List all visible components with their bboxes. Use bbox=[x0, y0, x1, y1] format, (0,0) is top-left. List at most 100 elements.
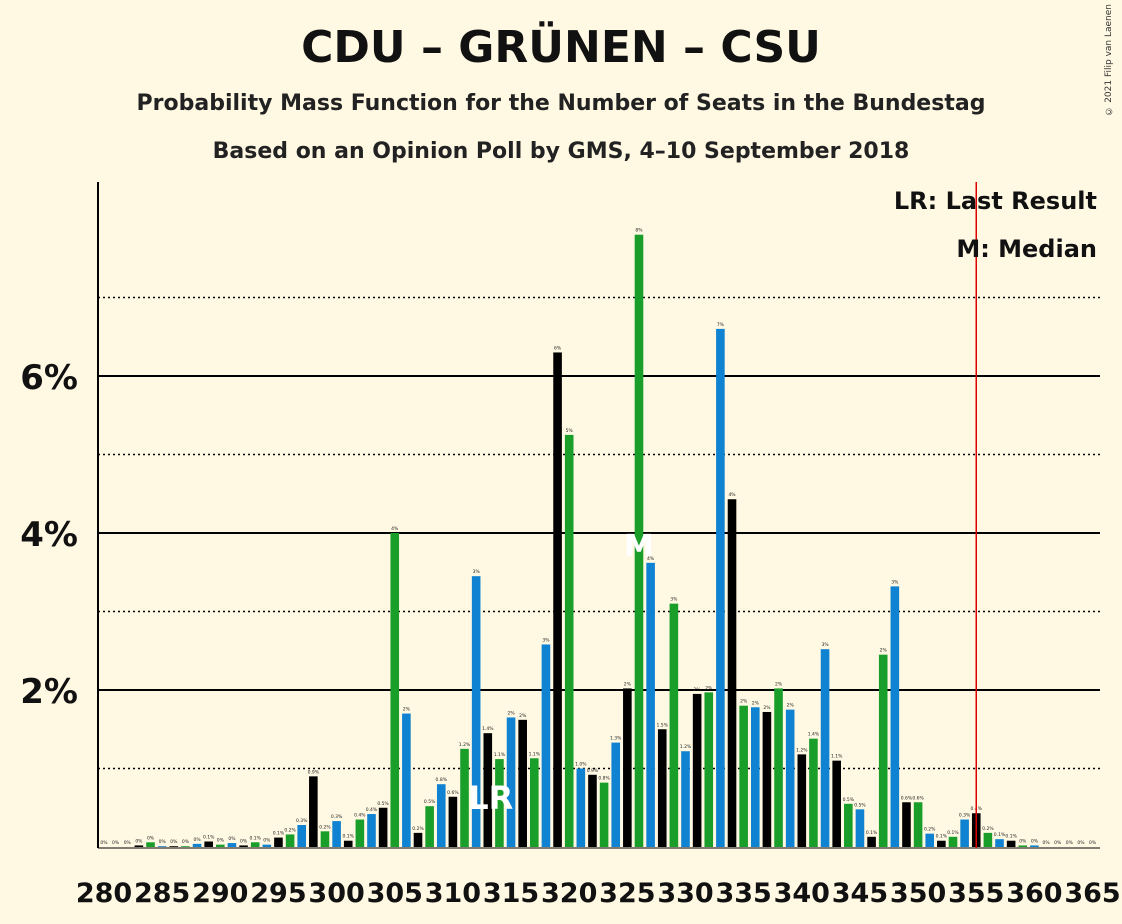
bar-label: 0.9% bbox=[587, 768, 599, 774]
bar-label: 1.0% bbox=[575, 762, 587, 768]
bar-label: 0.1% bbox=[866, 830, 878, 836]
bar bbox=[262, 844, 272, 847]
bar bbox=[890, 586, 900, 847]
bar-label: 1.5% bbox=[657, 722, 669, 728]
bar-label: 1.3% bbox=[610, 736, 622, 742]
bar bbox=[646, 562, 655, 847]
bar-label: 0% bbox=[240, 838, 248, 844]
bar-label: 0% bbox=[263, 838, 271, 844]
bar bbox=[995, 839, 1004, 847]
bar bbox=[1030, 845, 1039, 847]
bar bbox=[402, 713, 411, 847]
bar-label: 2% bbox=[775, 681, 783, 687]
bar-label: 2% bbox=[403, 707, 411, 713]
bar bbox=[530, 758, 539, 847]
bar bbox=[448, 796, 458, 847]
bar bbox=[657, 729, 667, 847]
bar bbox=[285, 834, 295, 847]
bar bbox=[588, 774, 597, 847]
bar-label: 0.8% bbox=[436, 777, 448, 783]
bar bbox=[902, 802, 911, 847]
bar bbox=[553, 352, 562, 847]
y-tick-label: 4% bbox=[20, 515, 78, 555]
bar bbox=[937, 840, 946, 847]
x-tick-label: 310 bbox=[425, 878, 481, 909]
bar bbox=[378, 807, 388, 847]
bar bbox=[250, 842, 260, 847]
bar-label: 2% bbox=[519, 713, 527, 719]
bar-label: 0.2% bbox=[284, 827, 296, 833]
bar-label: 1.4% bbox=[808, 732, 820, 738]
bar-label: 0.5% bbox=[843, 797, 855, 803]
bar bbox=[716, 328, 725, 847]
bar-label: 8% bbox=[635, 228, 643, 234]
bar bbox=[762, 711, 772, 847]
bar-label: 2% bbox=[694, 687, 702, 693]
bar bbox=[797, 754, 807, 847]
bar bbox=[309, 776, 318, 847]
bar bbox=[541, 644, 551, 847]
bar-label: 1.2% bbox=[680, 744, 692, 750]
bar-label: 0% bbox=[228, 836, 236, 842]
bar-label: 3% bbox=[542, 637, 550, 643]
bar bbox=[704, 692, 714, 847]
legend-last-result: LR: Last Result bbox=[894, 187, 1097, 215]
bar-label: 0.1% bbox=[249, 835, 261, 841]
x-tick-label: 345 bbox=[832, 878, 888, 909]
bar bbox=[669, 603, 679, 847]
bar-label: 0.3% bbox=[331, 814, 343, 820]
bar bbox=[564, 434, 574, 847]
bar-label: 0.1% bbox=[936, 834, 948, 840]
x-tick-label: 365 bbox=[1064, 878, 1120, 909]
bar-label: 0.1% bbox=[994, 832, 1006, 838]
bar bbox=[960, 819, 969, 847]
x-tick-label: 330 bbox=[657, 878, 713, 909]
bar bbox=[599, 782, 609, 847]
bar-label: 0.3% bbox=[959, 813, 971, 819]
x-tick-label: 360 bbox=[1006, 878, 1062, 909]
bar-labels: 0% 0% 0% 0%0%0% 0% 0% 0% 0.1%0% 0% 0%0.1% 0%0.1%0.… bbox=[100, 228, 1096, 846]
bar-label: 2% bbox=[624, 681, 632, 687]
bar-label: 1.4% bbox=[482, 726, 494, 732]
bar-label: 0% bbox=[135, 838, 143, 844]
bar bbox=[227, 843, 237, 847]
bar-label: 2% bbox=[787, 703, 795, 709]
x-tick-label: 325 bbox=[599, 878, 655, 909]
x-tick-label: 340 bbox=[774, 878, 830, 909]
x-tick-label: 305 bbox=[367, 878, 423, 909]
bar-label: 0% bbox=[100, 840, 108, 846]
bar bbox=[495, 759, 504, 847]
bar bbox=[343, 840, 353, 847]
bar-label: 0.6% bbox=[447, 790, 459, 796]
bar bbox=[774, 688, 783, 847]
bar-label: 7% bbox=[717, 322, 725, 328]
bar-label: 1.2% bbox=[459, 742, 471, 748]
bar-label: 0% bbox=[112, 840, 120, 846]
bar bbox=[832, 760, 841, 847]
bar bbox=[146, 842, 155, 847]
x-tick-label: 355 bbox=[948, 878, 1004, 909]
bar bbox=[204, 841, 213, 847]
bar-label: 0.2% bbox=[319, 824, 331, 830]
bar bbox=[506, 717, 516, 847]
bar-label: 0.1% bbox=[273, 831, 285, 837]
bar bbox=[332, 821, 341, 847]
bar bbox=[750, 707, 760, 847]
bar-label: 2% bbox=[507, 710, 515, 716]
bar-label: 0% bbox=[193, 837, 201, 843]
bar bbox=[134, 845, 144, 847]
bar bbox=[820, 649, 830, 847]
bar-label: 0% bbox=[170, 839, 178, 845]
bar bbox=[274, 837, 283, 847]
bar-label: 0% bbox=[1031, 838, 1039, 844]
bar-label: 0.8% bbox=[598, 776, 610, 782]
bar-label: 0% bbox=[124, 840, 132, 846]
x-tick-label: 290 bbox=[192, 878, 248, 909]
bar-label: 4% bbox=[647, 556, 655, 562]
bar-label: 3% bbox=[821, 642, 829, 648]
chart-subtitle: Probability Mass Function for the Number… bbox=[136, 91, 986, 116]
bar bbox=[367, 814, 376, 847]
y-tick-label: 2% bbox=[20, 672, 78, 712]
bar-label: 0.6% bbox=[912, 795, 924, 801]
